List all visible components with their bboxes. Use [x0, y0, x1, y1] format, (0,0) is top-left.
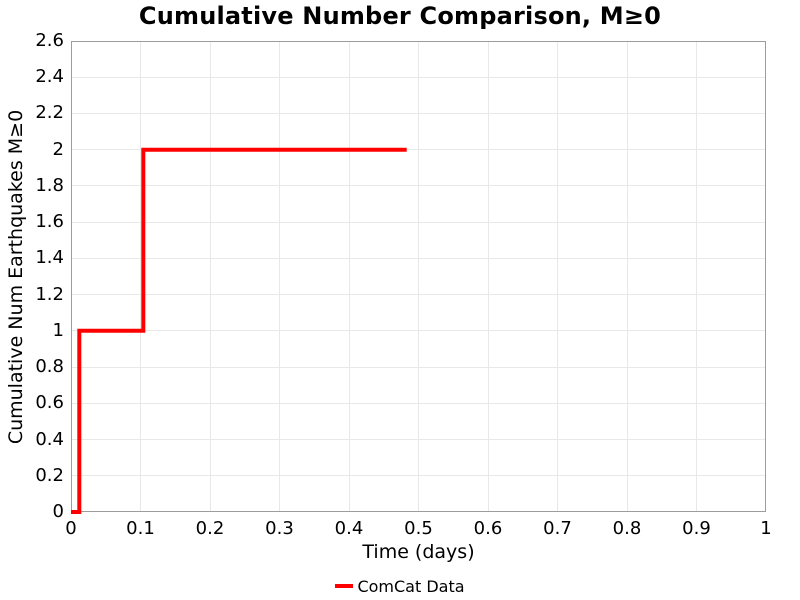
y-gridline	[71, 330, 766, 332]
y-tick-label: 1.2	[35, 283, 64, 305]
y-tick-label: 1.8	[35, 174, 64, 196]
x-axis-label: Time (days)	[362, 541, 475, 563]
x-gridline	[557, 41, 558, 512]
x-gridline	[487, 41, 489, 512]
y-gridline	[71, 149, 766, 151]
x-tick-label: 0.5	[404, 518, 433, 539]
legend: ComCat Data	[0, 575, 800, 597]
y-tick-label: 0.8	[35, 356, 64, 378]
y-gridline	[71, 257, 766, 259]
x-gridline	[279, 41, 280, 512]
x-gridline	[348, 41, 350, 512]
x-tick-label: 0.3	[265, 518, 294, 539]
y-gridline	[71, 76, 766, 78]
plot-area	[71, 41, 766, 514]
y-tick-label: 0.2	[35, 464, 64, 486]
legend-line-swatch	[335, 584, 354, 588]
y-tick-label: 2	[52, 138, 64, 160]
y-tick-label: 0.4	[35, 428, 64, 450]
x-tick-label: 0.4	[334, 518, 364, 539]
x-tick-label: 0	[65, 518, 77, 539]
x-gridline	[140, 41, 141, 512]
y-tick-label: 0.6	[35, 392, 64, 414]
y-tick-label: 2.4	[35, 66, 64, 88]
chart-title: Cumulative Number Comparison, M≥0	[138, 2, 662, 30]
legend-label: ComCat Data	[357, 576, 465, 596]
y-tick-label: 2.2	[35, 102, 64, 124]
x-tick-label: 0.8	[612, 518, 642, 539]
x-tick-label: 0.6	[473, 518, 503, 539]
y-gridline	[71, 402, 766, 404]
x-gridline	[626, 41, 628, 512]
y-tick-label: 2.6	[35, 30, 64, 51]
x-tick-label: 0.9	[682, 518, 711, 539]
x-gridline	[696, 41, 697, 512]
x-gridline	[418, 41, 419, 512]
y-tick-label: 1.6	[35, 211, 64, 233]
y-tick-label: 1.4	[35, 247, 64, 269]
y-gridline	[71, 294, 766, 296]
x-tick-label: 0.7	[543, 518, 572, 539]
y-gridline	[71, 112, 766, 114]
y-gridline	[71, 221, 766, 223]
y-tick-label: 1	[52, 319, 64, 341]
x-tick-label: 0.1	[126, 518, 155, 539]
y-gridline	[71, 185, 766, 187]
comcat-series-line	[71, 147, 407, 514]
y-gridline	[71, 439, 766, 441]
y-tick-label: 0	[52, 501, 64, 522]
y-gridline	[71, 475, 766, 477]
x-tick-label: 1	[760, 518, 772, 539]
y-gridline	[71, 366, 766, 368]
series-plot	[71, 147, 407, 514]
x-gridline	[209, 41, 211, 512]
x-tick-label: 0.2	[195, 518, 225, 539]
